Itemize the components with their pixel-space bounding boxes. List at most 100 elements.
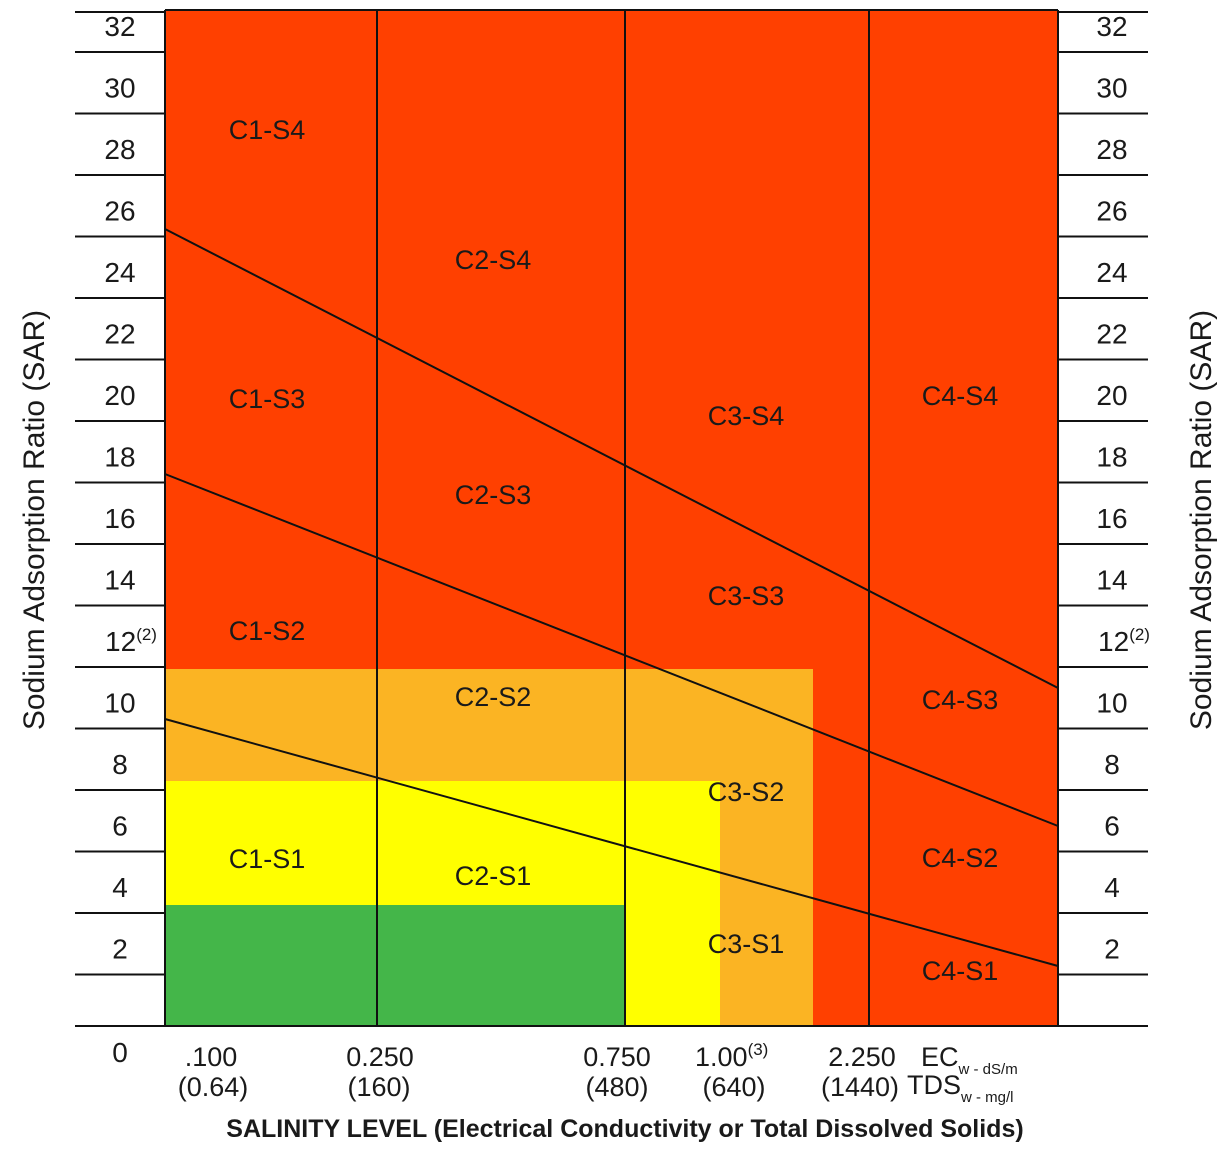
y-tick-label-r-4: 4 bbox=[1104, 872, 1120, 903]
y-tick-value: 32 bbox=[1096, 11, 1127, 42]
y-tick-label-l-14: 14 bbox=[104, 565, 135, 596]
y-tick-value: 26 bbox=[104, 196, 135, 227]
zone-c1-s1: C1-S1 bbox=[229, 844, 306, 874]
y-tick-label-l-2: 2 bbox=[112, 934, 128, 965]
y-tick-value: 6 bbox=[112, 811, 128, 842]
y-tick-value: 2 bbox=[1104, 934, 1120, 965]
y-tick-label-l-8: 8 bbox=[112, 749, 128, 780]
y-tick-label-r-14: 14 bbox=[1096, 565, 1127, 596]
y-tick-value: 0 bbox=[112, 1037, 128, 1068]
zone-c1-s2: C1-S2 bbox=[229, 616, 306, 646]
y-tick-value: 4 bbox=[1104, 872, 1120, 903]
x-tick-ec-100: 1.00(3) bbox=[695, 1040, 768, 1072]
y-tick-label-r-22: 22 bbox=[1096, 319, 1127, 350]
y-tick-value: 8 bbox=[1104, 749, 1120, 780]
zone-c1-s3: C1-S3 bbox=[229, 384, 306, 414]
y-tick-value: 10 bbox=[1096, 688, 1127, 719]
ec-unit-main: EC bbox=[921, 1042, 959, 1072]
y-tick-value: 30 bbox=[104, 73, 135, 104]
y-tick-label-r-2: 2 bbox=[1104, 934, 1120, 965]
y-tick-value: 14 bbox=[104, 565, 135, 596]
y-tick-value: 16 bbox=[104, 503, 135, 534]
zone-c3-s2: C3-S2 bbox=[708, 777, 785, 807]
y-tick-value: 18 bbox=[104, 442, 135, 473]
x-tick-ec-100-footnote: (3) bbox=[748, 1040, 769, 1059]
y-tick-label-l-30: 30 bbox=[104, 73, 135, 104]
zone-c3-s4: C3-S4 bbox=[708, 401, 785, 431]
y-tick-label-l-22: 22 bbox=[104, 319, 135, 350]
y-tick-label-r-28: 28 bbox=[1096, 134, 1127, 165]
zone-c3-s1: C3-S1 bbox=[708, 929, 785, 959]
zone-c4-s2: C4-S2 bbox=[922, 843, 999, 873]
y-tick-value: 16 bbox=[1096, 503, 1127, 534]
y-tick-label-l-16: 16 bbox=[104, 503, 135, 534]
y-tick-value: 32 bbox=[104, 11, 135, 42]
zone-c2-s4: C2-S4 bbox=[455, 245, 532, 275]
zone-c3-s3: C3-S3 bbox=[708, 581, 785, 611]
zone-c2-s3: C2-S3 bbox=[455, 480, 532, 510]
y-tick-value: 28 bbox=[1096, 134, 1127, 165]
y-tick-label-l-6: 6 bbox=[112, 811, 128, 842]
y-tick-value: 12 bbox=[105, 626, 136, 657]
zone-c4-s3: C4-S3 bbox=[922, 685, 999, 715]
sodium-boundary-s3-s4 bbox=[164, 228, 1059, 689]
y-tick-label-r-10: 10 bbox=[1096, 688, 1127, 719]
y-tick-label-l-18: 18 bbox=[104, 442, 135, 473]
y-tick-label-l-32: 32 bbox=[104, 11, 135, 42]
y-tick-label-r-12: 12(2) bbox=[1098, 625, 1150, 657]
x-tick-tds-100: (640) bbox=[702, 1072, 765, 1102]
y-tick-label-r-20: 20 bbox=[1096, 380, 1127, 411]
x-axis-title: SALINITY LEVEL (Electrical Conductivity … bbox=[226, 1115, 1023, 1143]
y-tick-value: 6 bbox=[1104, 811, 1120, 842]
x-tick-ec-100-value: 1.00 bbox=[695, 1042, 748, 1072]
y-tick-label-r-32: 32 bbox=[1096, 11, 1127, 42]
y-tick-value: 18 bbox=[1096, 442, 1127, 473]
sodium-boundary-s1-s2 bbox=[164, 718, 1059, 967]
tds-unit-sub: w - mg/l bbox=[960, 1089, 1014, 1106]
x-tick-tds-0250: (160) bbox=[347, 1072, 410, 1102]
y-tick-label-r-8: 8 bbox=[1104, 749, 1120, 780]
y-tick-label-l-12: 12(2) bbox=[105, 625, 157, 657]
y-tick-value: 20 bbox=[104, 380, 135, 411]
y-tick-value: 2 bbox=[112, 934, 128, 965]
x-tick-tds-2250: (1440) bbox=[821, 1072, 899, 1102]
x-tick-tds-0100: (0.64) bbox=[178, 1072, 249, 1102]
x-tick-labels: .100 (0.64) 0.250 (160) 0.750 (480) 1.00… bbox=[178, 1040, 1018, 1106]
x-tick-ec-0250: 0.250 bbox=[346, 1042, 414, 1072]
tds-unit-main: TDS bbox=[907, 1070, 961, 1100]
x-tick-ec-0100: .100 bbox=[185, 1042, 238, 1072]
y-tick-value: 28 bbox=[104, 134, 135, 165]
zone-c1-s4: C1-S4 bbox=[229, 115, 306, 145]
y-tick-value: 24 bbox=[104, 257, 135, 288]
zone-c4-s1: C4-S1 bbox=[922, 956, 999, 986]
y-tick-value: 22 bbox=[104, 319, 135, 350]
y-tick-value: 26 bbox=[1096, 196, 1127, 227]
y-tick-label-r-6: 6 bbox=[1104, 811, 1120, 842]
y-tick-value: 30 bbox=[1096, 73, 1127, 104]
y-tick-value: 12 bbox=[1098, 626, 1129, 657]
y-tick-label-r-16: 16 bbox=[1096, 503, 1127, 534]
y-tick-value: 8 bbox=[112, 749, 128, 780]
y-axis-title-left: Sodium Adsorption Ratio (SAR) bbox=[18, 310, 51, 730]
zone-c2-s1: C2-S1 bbox=[455, 861, 532, 891]
sodium-boundary-s2-s3 bbox=[164, 473, 1059, 827]
y-tick-label-l-24: 24 bbox=[104, 257, 135, 288]
y-tick-value: 14 bbox=[1096, 565, 1127, 596]
y-tick-label-l-28: 28 bbox=[104, 134, 135, 165]
y-tick-label-r-24: 24 bbox=[1096, 257, 1127, 288]
ec-unit-label: ECw - dS/m bbox=[921, 1042, 1018, 1078]
zone-c2-s2: C2-S2 bbox=[455, 682, 532, 712]
y-tick-label-l-4: 4 bbox=[112, 872, 128, 903]
y-tick-footnote: (2) bbox=[136, 625, 157, 644]
y-tick-value: 20 bbox=[1096, 380, 1127, 411]
x-tick-tds-0750: (480) bbox=[585, 1072, 648, 1102]
y-axis-title-right: Sodium Adsorption Ratio (SAR) bbox=[1185, 310, 1218, 730]
x-tick-ec-2250: 2.250 bbox=[828, 1042, 896, 1072]
hazard-regions bbox=[165, 10, 1058, 1026]
y-tick-label-l-20: 20 bbox=[104, 380, 135, 411]
y-tick-label-r-26: 26 bbox=[1096, 196, 1127, 227]
y-tick-value: 4 bbox=[112, 872, 128, 903]
y-tick-value: 24 bbox=[1096, 257, 1127, 288]
